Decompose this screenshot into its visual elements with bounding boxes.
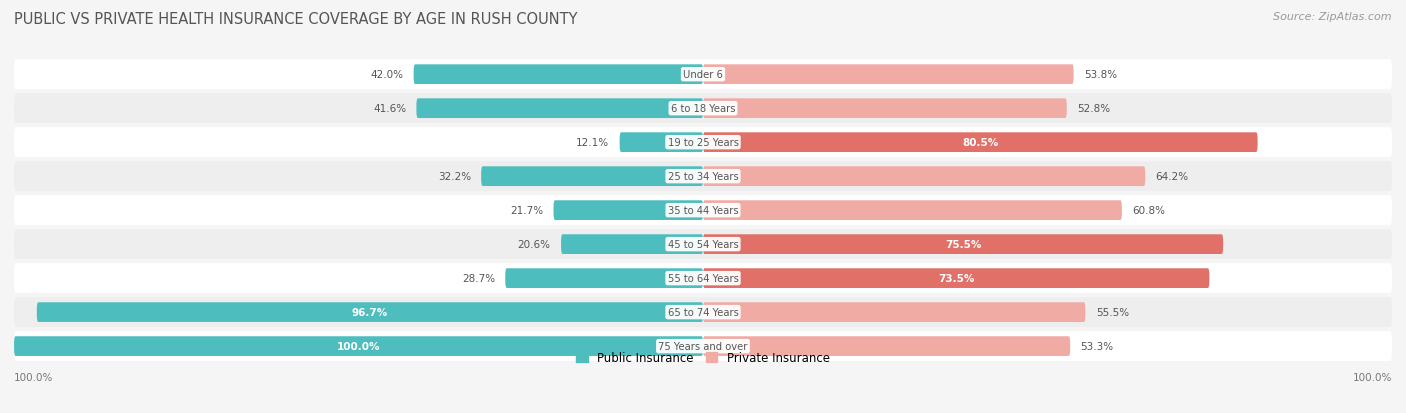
FancyBboxPatch shape: [14, 60, 1392, 90]
Text: 80.5%: 80.5%: [962, 138, 998, 148]
FancyBboxPatch shape: [14, 230, 1392, 259]
FancyBboxPatch shape: [554, 201, 703, 221]
Text: 35 to 44 Years: 35 to 44 Years: [668, 206, 738, 216]
Text: 60.8%: 60.8%: [1132, 206, 1166, 216]
Text: 64.2%: 64.2%: [1156, 172, 1188, 182]
FancyBboxPatch shape: [14, 331, 1392, 361]
FancyBboxPatch shape: [416, 99, 703, 119]
FancyBboxPatch shape: [703, 201, 1122, 221]
Text: 42.0%: 42.0%: [370, 70, 404, 80]
Text: 41.6%: 41.6%: [373, 104, 406, 114]
Text: 73.5%: 73.5%: [938, 273, 974, 283]
Text: 53.8%: 53.8%: [1084, 70, 1118, 80]
Text: 32.2%: 32.2%: [437, 172, 471, 182]
Text: 52.8%: 52.8%: [1077, 104, 1111, 114]
FancyBboxPatch shape: [413, 65, 703, 85]
Text: Under 6: Under 6: [683, 70, 723, 80]
Text: Source: ZipAtlas.com: Source: ZipAtlas.com: [1274, 12, 1392, 22]
Text: 12.1%: 12.1%: [576, 138, 609, 148]
FancyBboxPatch shape: [37, 303, 703, 322]
FancyBboxPatch shape: [703, 268, 1209, 288]
FancyBboxPatch shape: [14, 297, 1392, 327]
Text: 6 to 18 Years: 6 to 18 Years: [671, 104, 735, 114]
Text: 100.0%: 100.0%: [1353, 372, 1392, 382]
FancyBboxPatch shape: [561, 235, 703, 254]
Text: 20.6%: 20.6%: [517, 240, 551, 249]
FancyBboxPatch shape: [505, 268, 703, 288]
FancyBboxPatch shape: [14, 337, 703, 356]
FancyBboxPatch shape: [703, 337, 1070, 356]
Text: 75 Years and over: 75 Years and over: [658, 341, 748, 351]
Text: 53.3%: 53.3%: [1081, 341, 1114, 351]
FancyBboxPatch shape: [703, 65, 1074, 85]
Text: 55.5%: 55.5%: [1095, 307, 1129, 317]
Text: 25 to 34 Years: 25 to 34 Years: [668, 172, 738, 182]
FancyBboxPatch shape: [703, 235, 1223, 254]
FancyBboxPatch shape: [703, 99, 1067, 119]
Legend: Public Insurance, Private Insurance: Public Insurance, Private Insurance: [571, 347, 835, 369]
FancyBboxPatch shape: [481, 167, 703, 187]
Text: 45 to 54 Years: 45 to 54 Years: [668, 240, 738, 249]
Text: PUBLIC VS PRIVATE HEALTH INSURANCE COVERAGE BY AGE IN RUSH COUNTY: PUBLIC VS PRIVATE HEALTH INSURANCE COVER…: [14, 12, 578, 27]
Text: 19 to 25 Years: 19 to 25 Years: [668, 138, 738, 148]
Text: 21.7%: 21.7%: [510, 206, 543, 216]
FancyBboxPatch shape: [14, 263, 1392, 293]
FancyBboxPatch shape: [703, 167, 1146, 187]
FancyBboxPatch shape: [14, 196, 1392, 225]
FancyBboxPatch shape: [620, 133, 703, 153]
Text: 28.7%: 28.7%: [461, 273, 495, 283]
FancyBboxPatch shape: [14, 94, 1392, 124]
FancyBboxPatch shape: [14, 128, 1392, 158]
Text: 75.5%: 75.5%: [945, 240, 981, 249]
FancyBboxPatch shape: [14, 162, 1392, 192]
FancyBboxPatch shape: [703, 133, 1257, 153]
FancyBboxPatch shape: [703, 303, 1085, 322]
Text: 100.0%: 100.0%: [14, 372, 53, 382]
Text: 65 to 74 Years: 65 to 74 Years: [668, 307, 738, 317]
Text: 100.0%: 100.0%: [337, 341, 380, 351]
Text: 55 to 64 Years: 55 to 64 Years: [668, 273, 738, 283]
Text: 96.7%: 96.7%: [352, 307, 388, 317]
